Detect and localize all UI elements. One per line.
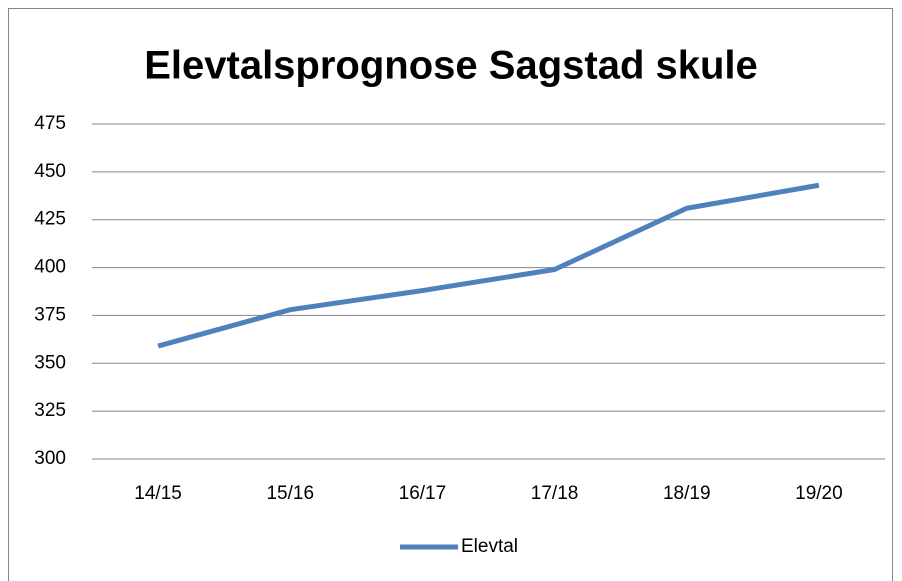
x-tick-label: 19/20 <box>795 483 843 504</box>
y-tick-label: 425 <box>34 209 66 230</box>
data-line <box>157 182 820 349</box>
x-tick-label: 18/19 <box>663 483 711 504</box>
y-tick-label: 375 <box>34 304 66 325</box>
y-tick-label: 400 <box>34 257 66 278</box>
x-tick-label: 16/17 <box>399 483 447 504</box>
x-tick-label: 15/16 <box>266 483 314 504</box>
legend-label: Elevtal <box>461 536 518 557</box>
y-tick-label: 450 <box>34 161 66 182</box>
x-tick-label: 14/15 <box>134 483 182 504</box>
chart-frame <box>8 8 893 581</box>
y-tick-label: 475 <box>34 113 66 134</box>
x-tick-label: 17/18 <box>531 483 579 504</box>
y-tick-label: 325 <box>34 400 66 421</box>
chart-title: Elevtalsprognose Sagstad skule <box>144 44 758 88</box>
y-tick-label: 350 <box>34 352 66 373</box>
y-tick-label: 300 <box>34 448 66 469</box>
